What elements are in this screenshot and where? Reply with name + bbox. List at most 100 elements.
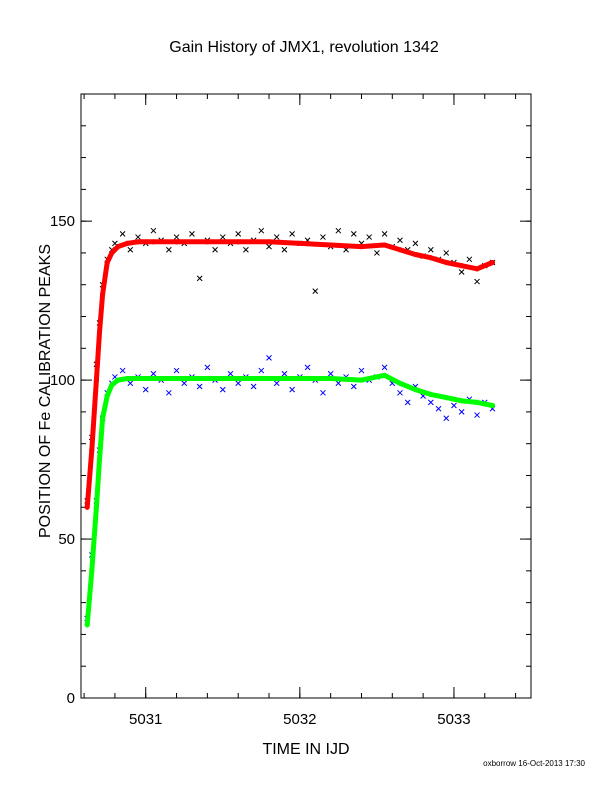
data-point xyxy=(328,242,334,248)
data-point xyxy=(397,237,403,244)
data-point xyxy=(327,370,334,377)
data-point xyxy=(281,370,288,377)
data-point xyxy=(273,234,280,240)
data-point xyxy=(350,231,357,237)
data-point xyxy=(474,399,480,405)
data-point xyxy=(297,376,303,382)
data-point xyxy=(489,403,495,409)
data-point xyxy=(109,382,115,388)
data-point xyxy=(374,250,380,256)
data-point xyxy=(235,376,241,382)
data-point xyxy=(320,234,326,240)
data-point xyxy=(150,370,157,377)
data-point xyxy=(174,376,180,382)
data-point xyxy=(196,383,203,390)
chart-title: Gain History of JMX1, revolution 1342 xyxy=(169,39,439,56)
data-point xyxy=(100,291,106,297)
data-point xyxy=(124,240,130,246)
data-point xyxy=(250,383,257,390)
data-point xyxy=(397,247,403,253)
data-point xyxy=(289,231,295,237)
data-point xyxy=(397,389,403,396)
data-point xyxy=(335,380,342,387)
data-point xyxy=(266,239,272,245)
y-tick-label: 100 xyxy=(50,372,75,389)
data-point xyxy=(412,240,419,247)
data-point xyxy=(328,376,334,382)
data-point xyxy=(474,278,480,285)
fit-line xyxy=(84,372,495,628)
data-point xyxy=(127,380,134,387)
data-point xyxy=(412,252,418,258)
data-point xyxy=(84,504,90,510)
data-point xyxy=(204,239,210,245)
data-point xyxy=(115,377,121,383)
data-point xyxy=(189,231,195,237)
data-point xyxy=(335,227,342,234)
data-point xyxy=(204,376,210,382)
data-point xyxy=(174,239,180,245)
data-point xyxy=(258,227,265,234)
data-point xyxy=(104,393,110,399)
data-point xyxy=(443,415,450,422)
data-point xyxy=(381,364,388,371)
footer-stamp: oxborrow 16-Oct-2013 17:30 xyxy=(483,759,585,768)
data-point xyxy=(96,329,102,335)
data-point xyxy=(135,376,141,382)
data-point xyxy=(358,244,364,250)
y-tick-label: 0 xyxy=(67,690,75,707)
series-2 xyxy=(84,239,495,510)
data-point xyxy=(312,288,319,294)
x-tick-label: 5032 xyxy=(283,711,316,728)
series-3 xyxy=(84,372,495,628)
data-point xyxy=(204,364,211,371)
series-0 xyxy=(84,227,496,504)
data-point xyxy=(412,387,418,393)
data-point xyxy=(273,380,280,387)
data-point xyxy=(127,246,134,253)
data-point xyxy=(104,259,110,265)
data-point xyxy=(165,246,172,253)
x-tick-label: 5033 xyxy=(437,711,470,728)
data-point xyxy=(474,266,480,272)
data-point xyxy=(93,504,99,510)
data-point xyxy=(142,386,149,393)
data-point xyxy=(135,234,141,240)
data-point xyxy=(119,231,126,237)
data-point xyxy=(219,386,226,393)
data-point xyxy=(358,367,365,374)
data-point xyxy=(100,415,106,421)
data-point xyxy=(382,372,388,378)
data-point xyxy=(366,234,373,240)
data-point xyxy=(443,250,450,256)
data-point xyxy=(89,447,95,453)
data-point xyxy=(281,246,288,253)
data-point xyxy=(235,231,242,237)
data-point xyxy=(227,370,234,377)
data-point xyxy=(397,380,403,386)
series-layer xyxy=(84,227,496,628)
data-point xyxy=(320,389,326,396)
data-point xyxy=(459,398,465,404)
data-point xyxy=(84,622,90,628)
data-point xyxy=(96,457,102,463)
y-tick-label: 50 xyxy=(58,531,75,548)
data-point xyxy=(382,242,388,248)
ticks-layer: 5031 5032 5033 0 50 100 150 xyxy=(50,94,531,728)
data-point xyxy=(474,412,480,418)
data-point xyxy=(304,364,311,371)
data-point xyxy=(212,246,218,253)
data-point xyxy=(427,246,434,253)
data-point xyxy=(93,377,99,383)
data-point xyxy=(458,409,465,415)
data-point xyxy=(297,240,303,246)
data-point xyxy=(443,259,449,265)
data-point xyxy=(350,383,357,390)
data-point xyxy=(109,250,115,256)
data-point xyxy=(458,269,465,275)
data-point xyxy=(404,399,411,406)
data-point xyxy=(119,367,126,374)
data-point xyxy=(428,255,434,261)
data-point xyxy=(381,231,388,237)
